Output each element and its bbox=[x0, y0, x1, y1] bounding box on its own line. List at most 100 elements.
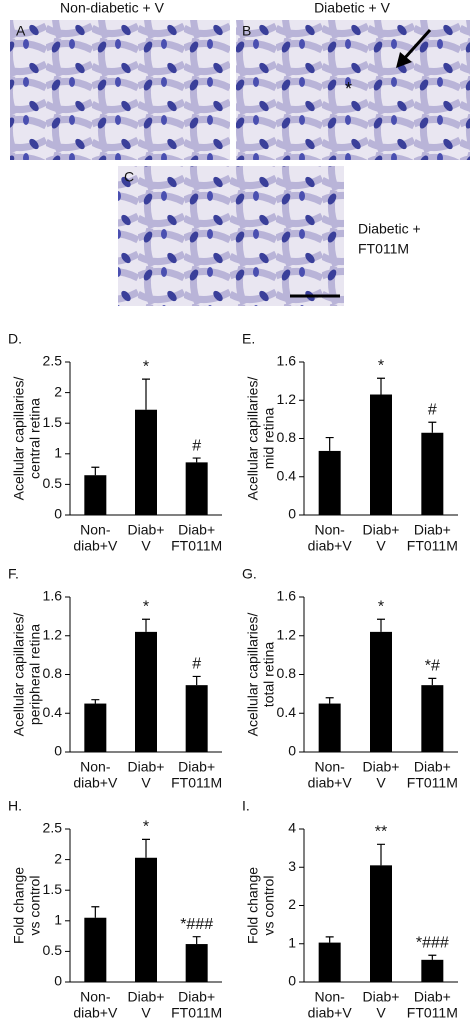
bar bbox=[135, 857, 157, 982]
error-bar bbox=[192, 457, 201, 463]
y-tick-label: 1.5 bbox=[43, 881, 63, 897]
y-tick-label: 1 bbox=[288, 934, 296, 950]
error-bar bbox=[192, 675, 201, 686]
x-tick-label: FT011M bbox=[171, 538, 222, 554]
significance-label: # bbox=[192, 656, 201, 673]
panel-label: D. bbox=[8, 331, 22, 347]
y-tick-label: 3 bbox=[288, 858, 296, 874]
bar bbox=[370, 865, 392, 982]
x-tick-label: Non- bbox=[80, 989, 111, 1005]
y-tick-label: 2 bbox=[288, 896, 296, 912]
y-axis-label: Acellular capillaries/ bbox=[245, 377, 261, 501]
y-axis-label: mid retina bbox=[261, 408, 277, 470]
panel-label: A bbox=[16, 23, 26, 39]
bar bbox=[370, 631, 392, 752]
x-tick-label: V bbox=[376, 538, 386, 554]
error-bar bbox=[91, 699, 100, 704]
y-axis-label: vs control bbox=[27, 876, 43, 936]
x-tick-label: V bbox=[141, 538, 151, 554]
y-tick-label: 0.4 bbox=[277, 704, 297, 720]
x-tick-label: Diab+ bbox=[363, 522, 400, 538]
error-bar bbox=[142, 838, 150, 858]
x-tick-label: diab+V bbox=[308, 775, 353, 791]
panel-label: E. bbox=[242, 331, 255, 347]
x-tick-label: V bbox=[141, 1005, 151, 1021]
x-tick-label: Diab+ bbox=[128, 989, 165, 1005]
y-tick-label: 1.2 bbox=[43, 626, 63, 642]
y-axis-label: total retina bbox=[261, 642, 277, 708]
significance-label: *### bbox=[180, 916, 213, 933]
x-tick-label: Diab+ bbox=[178, 989, 215, 1005]
bar bbox=[185, 462, 208, 515]
y-tick-label: 0.8 bbox=[277, 429, 297, 445]
significance-label: ** bbox=[375, 824, 387, 841]
bar bbox=[421, 959, 444, 982]
y-tick-label: 1.6 bbox=[277, 353, 297, 369]
y-tick-label: 1 bbox=[54, 912, 62, 928]
bar bbox=[370, 394, 392, 515]
error-bar bbox=[428, 421, 437, 433]
y-tick-label: 1 bbox=[54, 445, 62, 461]
x-tick-label: Diab+ bbox=[414, 759, 451, 775]
panel-label: C bbox=[124, 169, 134, 185]
x-tick-label: Non- bbox=[314, 522, 345, 538]
y-axis-label: peripheral retina bbox=[27, 624, 43, 725]
y-axis-label: vs control bbox=[261, 876, 277, 936]
panel-label: F. bbox=[8, 566, 19, 582]
significance-label: # bbox=[192, 437, 201, 454]
x-tick-label: Diab+ bbox=[178, 522, 215, 538]
error-bar bbox=[325, 697, 334, 704]
x-tick-label: diab+V bbox=[73, 538, 118, 554]
x-tick-label: diab+V bbox=[73, 775, 118, 791]
y-tick-label: 0.8 bbox=[277, 665, 297, 681]
bar bbox=[84, 475, 107, 515]
y-tick-label: 0 bbox=[288, 973, 296, 989]
y-tick-label: 0 bbox=[288, 743, 296, 759]
y-axis-label: Fold change bbox=[245, 867, 261, 944]
arrow-head bbox=[396, 52, 412, 68]
error-bar bbox=[325, 936, 334, 943]
significance-label: * bbox=[143, 599, 149, 616]
x-tick-label: Non- bbox=[314, 759, 345, 775]
y-tick-label: 0.4 bbox=[277, 467, 297, 483]
micrograph bbox=[10, 20, 230, 160]
bar bbox=[185, 944, 208, 982]
error-bar bbox=[428, 954, 437, 960]
y-tick-label: 0 bbox=[54, 743, 62, 759]
y-tick-label: 0.8 bbox=[43, 665, 63, 681]
y-tick-label: 2.5 bbox=[43, 353, 63, 369]
error-bar bbox=[142, 618, 150, 632]
significance-label: * bbox=[378, 599, 384, 616]
x-tick-label: Diab+ bbox=[178, 759, 215, 775]
x-tick-label: FT011M bbox=[407, 1005, 458, 1021]
micrograph-header: Diabetic + V bbox=[314, 0, 391, 16]
side-label: Diabetic + bbox=[358, 221, 421, 237]
y-tick-label: 0.5 bbox=[43, 942, 63, 958]
x-tick-label: V bbox=[376, 1005, 386, 1021]
y-axis-label: Fold change bbox=[11, 867, 27, 944]
y-axis-label: Acellular capillaries/ bbox=[245, 613, 261, 737]
panel-label: I. bbox=[242, 798, 250, 814]
panel-label: G. bbox=[242, 566, 257, 582]
y-tick-label: 2 bbox=[54, 383, 62, 399]
y-tick-label: 0.4 bbox=[43, 704, 63, 720]
y-tick-label: 1.6 bbox=[43, 588, 63, 604]
x-tick-label: FT011M bbox=[407, 775, 458, 791]
y-tick-label: 0 bbox=[54, 506, 62, 522]
y-tick-label: 1.6 bbox=[277, 588, 297, 604]
error-bar bbox=[91, 906, 100, 918]
significance-label: * bbox=[143, 819, 149, 836]
error-bar bbox=[91, 466, 100, 476]
x-tick-label: Diab+ bbox=[363, 989, 400, 1005]
significance-label: *### bbox=[416, 934, 449, 951]
y-axis-label: central retina bbox=[27, 398, 43, 479]
bar bbox=[185, 685, 208, 752]
x-tick-label: Non- bbox=[80, 522, 111, 538]
bar bbox=[84, 703, 107, 752]
bar bbox=[421, 432, 444, 515]
x-tick-label: Diab+ bbox=[414, 989, 451, 1005]
significance-label: # bbox=[428, 401, 437, 418]
error-bar bbox=[325, 436, 334, 451]
bar bbox=[318, 450, 341, 515]
